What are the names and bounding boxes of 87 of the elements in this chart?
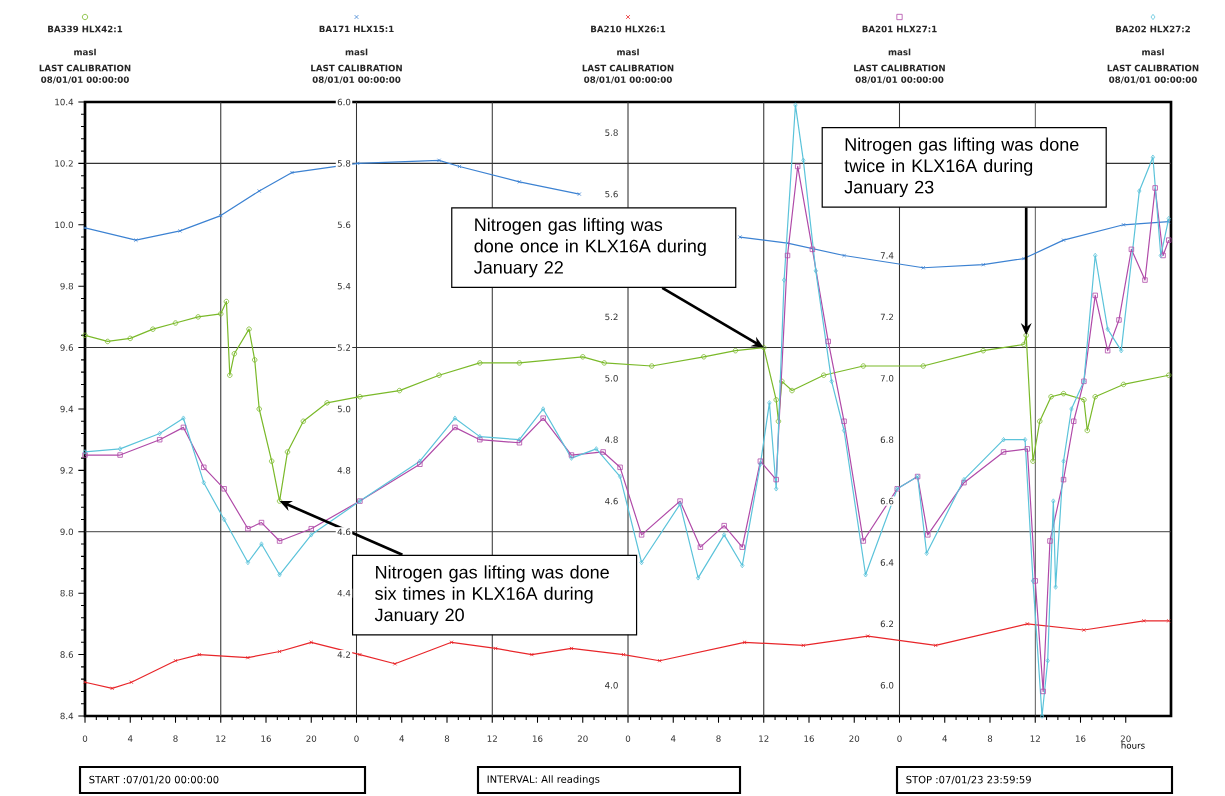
x-tick-label: 0 bbox=[354, 735, 359, 742]
x-tick-label: 16 bbox=[261, 735, 271, 742]
text: START :07/01/20 00:00:00 bbox=[89, 775, 219, 785]
text: 08/01/01 00:00:00 bbox=[312, 76, 401, 84]
y2-tick-label: 4.8 bbox=[337, 467, 351, 474]
y2-tick-label: 5.0 bbox=[337, 405, 351, 413]
legend-label: BA210 HLX26:1 bbox=[591, 25, 666, 33]
y2-tick-label: 5.2 bbox=[337, 344, 351, 351]
x-tick-label: 4 bbox=[942, 735, 948, 742]
y-tick-label: 9.8 bbox=[60, 282, 74, 290]
y3-tick-label: 7.0 bbox=[880, 375, 894, 382]
annotation: Nitrogen gas lifting was done once in KLX16A during January 22 bbox=[474, 217, 706, 278]
x-tick-label: 0 bbox=[82, 735, 88, 742]
y-tick-label: 9.6 bbox=[60, 344, 74, 351]
y3-tick-label: 7.2 bbox=[880, 313, 894, 321]
y-tick-label: 10.0 bbox=[55, 221, 74, 229]
y-tick-label: 10.4 bbox=[55, 98, 74, 106]
y-tick-label: 8.4 bbox=[60, 712, 74, 720]
y2-tick-label: 4.2 bbox=[337, 651, 351, 658]
annotation: 5.2 bbox=[605, 313, 618, 321]
text: LAST CALIBRATION bbox=[1107, 64, 1199, 72]
y3-tick-label: 7.4 bbox=[880, 252, 894, 259]
x-tick-label: 8 bbox=[716, 735, 721, 742]
text: masl bbox=[74, 48, 96, 56]
text: LAST CALIBRATION bbox=[39, 64, 131, 72]
annotation: 5.6 bbox=[605, 190, 618, 198]
y3-tick-label: 6.6 bbox=[880, 497, 894, 505]
y-tick-label: 9.2 bbox=[60, 467, 73, 474]
legend-label: BA202 HLX27:2 bbox=[1116, 25, 1190, 33]
legend-label: BA171 HLX15:1 bbox=[319, 25, 394, 33]
y-tick-label: 8.8 bbox=[60, 589, 74, 597]
text: INTERVAL: All readings bbox=[487, 775, 600, 785]
text: masl bbox=[1142, 48, 1164, 56]
x-tick-label: 12 bbox=[487, 735, 497, 742]
y2-tick-label: 4.4 bbox=[337, 590, 351, 597]
y2-tick-label: 5.8 bbox=[337, 160, 351, 167]
x-tick-label: 12 bbox=[1030, 735, 1040, 742]
x-tick-label: 8 bbox=[987, 735, 993, 742]
text: LAST CALIBRATION bbox=[854, 64, 945, 72]
x-tick-label: 16 bbox=[804, 735, 814, 742]
y-tick-label: 8.6 bbox=[60, 651, 74, 658]
annotation: 4.0 bbox=[605, 682, 618, 689]
x-tick-label: 12 bbox=[759, 735, 769, 742]
annotation: 5.0 bbox=[605, 375, 618, 382]
x-tick-label: 20 bbox=[1120, 735, 1131, 742]
x-axis-title: hours bbox=[1121, 742, 1145, 749]
annotation: Nitrogen gas lifting was done twice in KLX16A during January 23 bbox=[844, 137, 1079, 198]
x-tick-label: 16 bbox=[532, 735, 543, 742]
text: 08/01/01 00:00:00 bbox=[41, 76, 129, 84]
text: 08/01/01 00:00:00 bbox=[855, 76, 944, 84]
y-tick-label: 10.2 bbox=[55, 160, 73, 167]
y2-tick-label: 5.6 bbox=[337, 221, 351, 229]
text: LAST CALIBRATION bbox=[582, 64, 674, 72]
x-tick-label: 20 bbox=[577, 735, 588, 742]
legend-label: BA201 HLX27:1 bbox=[862, 25, 937, 33]
y-tick-label: 9.4 bbox=[60, 405, 74, 413]
x-tick-label: 8 bbox=[173, 735, 178, 742]
y2-tick-label: 4.6 bbox=[337, 528, 351, 536]
x-tick-label: 0 bbox=[625, 735, 631, 742]
text: 08/01/01 00:00:00 bbox=[1109, 76, 1197, 84]
text: masl bbox=[888, 48, 911, 56]
x-tick-label: 4 bbox=[127, 735, 133, 742]
y3-tick-label: 6.4 bbox=[880, 559, 894, 566]
annotation: 4.6 bbox=[605, 497, 618, 505]
text: 08/01/01 00:00:00 bbox=[584, 76, 672, 84]
y3-tick-label: 6.8 bbox=[880, 436, 894, 443]
y2-tick-label: 6.0 bbox=[337, 98, 351, 106]
x-tick-label: 16 bbox=[1075, 735, 1086, 742]
x-tick-label: 0 bbox=[897, 735, 902, 742]
legend-label: BA339 HLX42:1 bbox=[48, 25, 123, 33]
y-tick-label: 9.0 bbox=[60, 528, 74, 536]
annotation: 4.8 bbox=[605, 436, 618, 443]
x-tick-label: 8 bbox=[444, 735, 450, 742]
y3-tick-label: 6.2 bbox=[880, 620, 894, 628]
x-tick-label: 4 bbox=[399, 735, 405, 742]
x-tick-label: 20 bbox=[306, 735, 317, 742]
text: masl bbox=[345, 48, 368, 56]
x-tick-label: 4 bbox=[670, 735, 676, 742]
text: masl bbox=[617, 48, 639, 56]
text: LAST CALIBRATION bbox=[311, 64, 402, 72]
y3-tick-label: 6.0 bbox=[880, 682, 894, 689]
annotation: 5.8 bbox=[605, 129, 618, 136]
x-tick-label: 12 bbox=[216, 735, 226, 742]
x-tick-label: 20 bbox=[849, 735, 860, 742]
annotation: Nitrogen gas lifting was done six times in KLX16A during January 20 bbox=[374, 565, 609, 625]
text: STOP :07/01/23 23:59:59 bbox=[906, 775, 1031, 785]
y2-tick-label: 5.4 bbox=[337, 282, 351, 290]
